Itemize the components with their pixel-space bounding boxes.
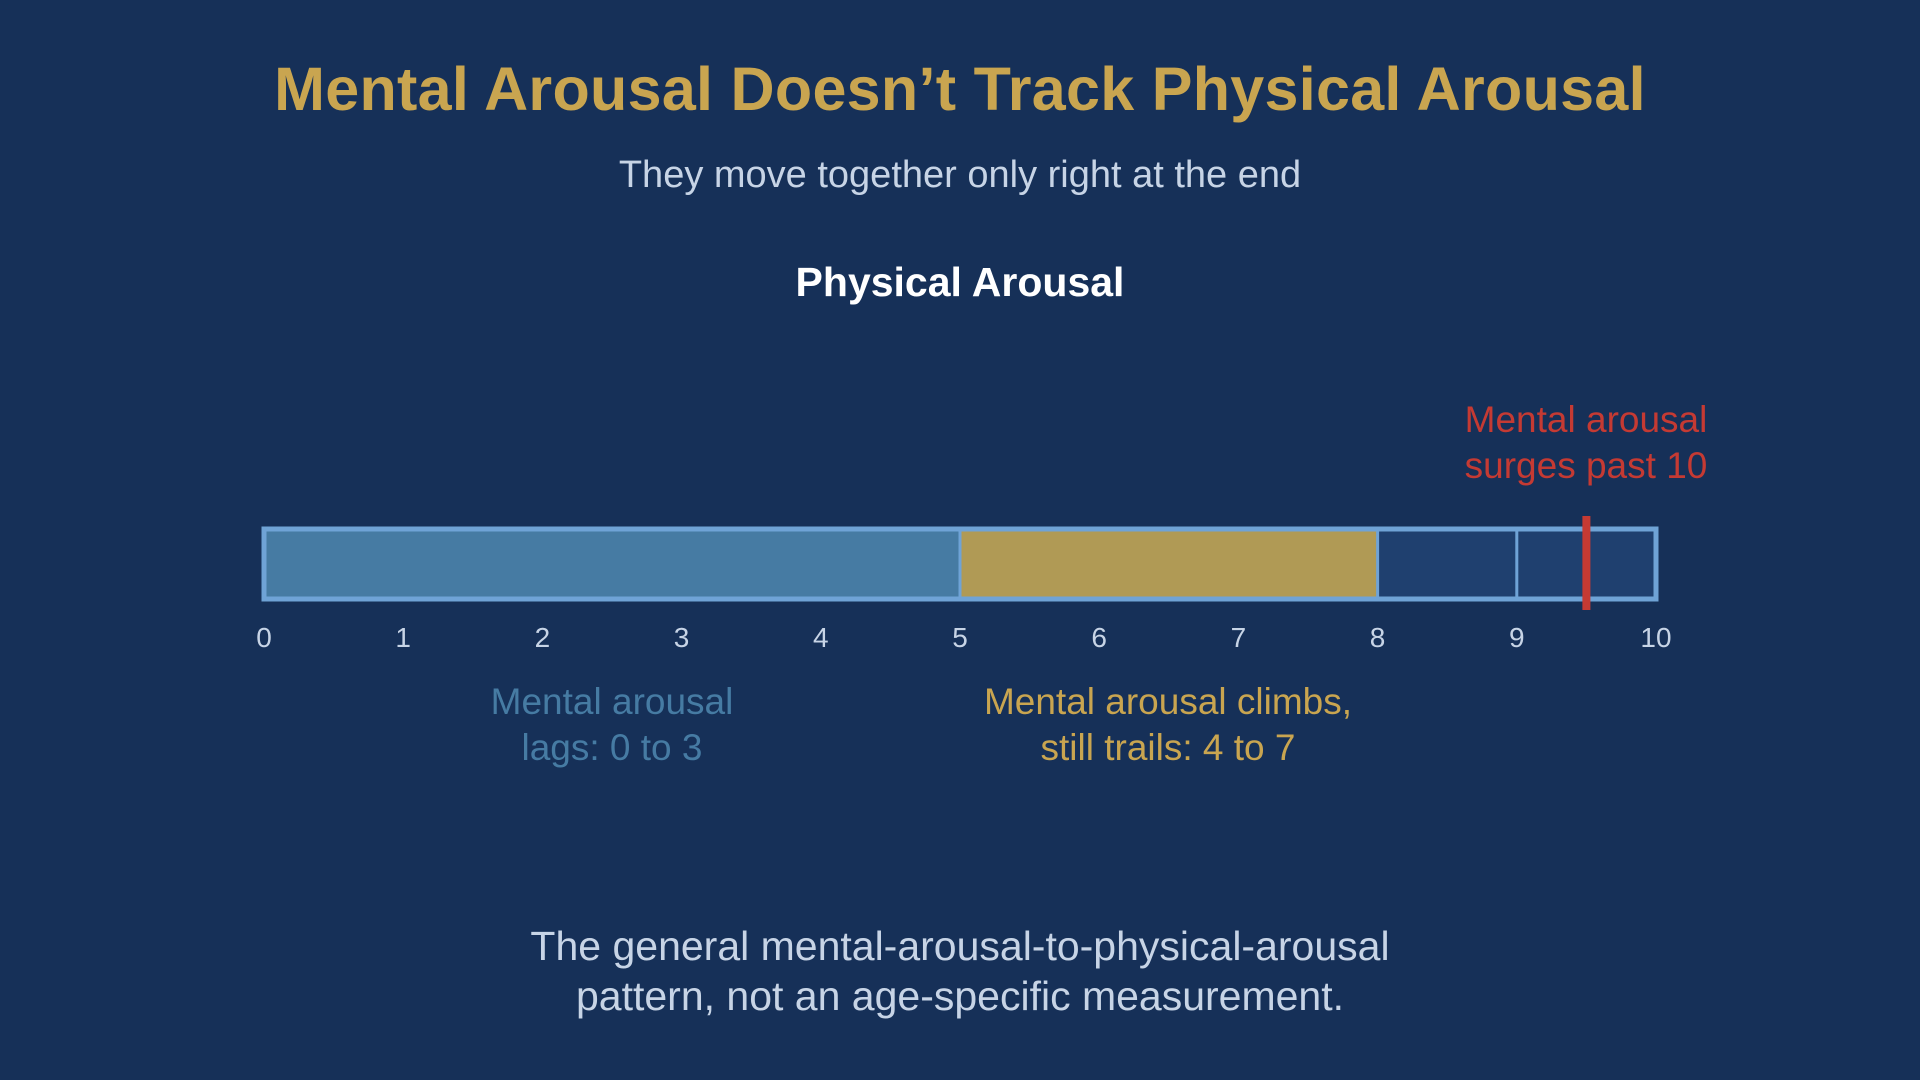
annotation-low-line2: lags: 0 to 3 bbox=[521, 727, 703, 768]
annotation-mid: Mental arousal climbs, still trails: 4 t… bbox=[958, 679, 1378, 771]
annotation-low: Mental arousal lags: 0 to 3 bbox=[402, 679, 822, 771]
tick-label-8: 8 bbox=[1370, 622, 1386, 653]
annotation-peak-line2: surges past 10 bbox=[1464, 445, 1708, 486]
annotation-mid-line2: still trails: 4 to 7 bbox=[1040, 727, 1296, 768]
annotation-low-line1: Mental arousal bbox=[490, 681, 734, 722]
tick-label-0: 0 bbox=[256, 622, 272, 653]
tick-label-5: 5 bbox=[952, 622, 968, 653]
tick-label-6: 6 bbox=[1091, 622, 1107, 653]
scale-segment-2 bbox=[1377, 529, 1517, 599]
tick-label-4: 4 bbox=[813, 622, 829, 653]
footnote-line2: pattern, not an age-specific measurement… bbox=[575, 973, 1345, 1019]
annotation-peak-line1: Mental arousal bbox=[1464, 399, 1708, 440]
page-title: Mental Arousal Doesn’t Track Physical Ar… bbox=[274, 55, 1646, 123]
tick-label-1: 1 bbox=[395, 622, 411, 653]
scale-axis-title: Physical Arousal bbox=[795, 259, 1125, 305]
footnote: The general mental-arousal-to-physical-a… bbox=[0, 921, 1920, 1021]
tick-label-2: 2 bbox=[535, 622, 551, 653]
scale-segment-0 bbox=[264, 529, 960, 599]
scale-frame bbox=[261, 526, 1659, 602]
tick-label-7: 7 bbox=[1231, 622, 1247, 653]
page-subtitle: They move together only right at the end bbox=[618, 154, 1302, 196]
footnote-line1: The general mental-arousal-to-physical-a… bbox=[530, 923, 1390, 969]
tick-label-10: 10 bbox=[1640, 622, 1671, 653]
scale-segment-1 bbox=[960, 529, 1378, 599]
tick-label-9: 9 bbox=[1509, 622, 1525, 653]
annotation-mid-line1: Mental arousal climbs, bbox=[983, 681, 1353, 722]
tick-label-3: 3 bbox=[674, 622, 690, 653]
scale-marker bbox=[1582, 516, 1591, 610]
annotation-peak: Mental arousal surges past 10 bbox=[1376, 397, 1796, 489]
